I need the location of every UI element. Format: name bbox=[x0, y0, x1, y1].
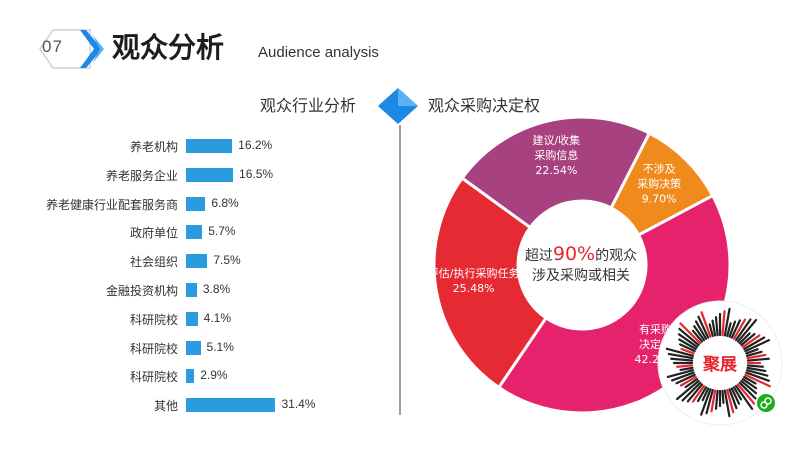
bar-value-label: 5.1% bbox=[206, 339, 234, 354]
bar bbox=[186, 167, 234, 182]
qr-logo-text: 聚展 bbox=[702, 355, 737, 375]
bar bbox=[186, 139, 233, 153]
donut-slice bbox=[609, 131, 715, 237]
bar-category-label: 科研院校 bbox=[129, 312, 178, 327]
donut-center-text: 超过90%的观众 涉及采购或相关 bbox=[518, 244, 644, 286]
bar-value-label: 6.8% bbox=[211, 195, 239, 210]
page-subtitle: Audience analysis bbox=[258, 44, 379, 61]
left-section-title: 观众行业分析 bbox=[260, 96, 357, 115]
bar-value-label: 3.8% bbox=[202, 282, 231, 296]
chapter-number: 07 bbox=[42, 37, 63, 56]
bar bbox=[186, 398, 276, 413]
center-prefix: 超过 bbox=[524, 248, 553, 264]
bar-category-label: 金融投资机构 bbox=[105, 284, 178, 298]
center-highlight: 90% bbox=[552, 243, 596, 265]
bar bbox=[186, 225, 203, 240]
bar bbox=[186, 196, 206, 211]
right-section-title: 观众采购决定权 bbox=[428, 96, 541, 115]
bar bbox=[186, 254, 208, 269]
bar-value-label: 31.4% bbox=[281, 397, 316, 412]
bar-category-label: 其他 bbox=[153, 399, 178, 414]
donut-slice-label: 评估/执行采购任务 25.48% bbox=[428, 266, 520, 295]
center-line2: 涉及采购或相关 bbox=[532, 268, 630, 284]
bar-category-label: 科研院校 bbox=[129, 341, 178, 356]
diamond-divider-icon bbox=[378, 88, 418, 124]
donut-slice-label: 建议/收集采购信息 22.54% bbox=[532, 133, 580, 177]
bar bbox=[186, 283, 197, 297]
bar-value-label: 16.5% bbox=[239, 166, 274, 181]
mini-program-qr-code[interactable]: 聚展 bbox=[656, 299, 784, 427]
bar-category-label: 社会组织 bbox=[129, 255, 178, 270]
vertical-divider bbox=[399, 125, 401, 415]
donut-slice bbox=[460, 115, 652, 230]
bar-category-label: 养老服务企业 bbox=[105, 168, 178, 183]
donut-slice-label: 不涉及采购决策 9.70% bbox=[637, 162, 681, 206]
donut-slice bbox=[432, 176, 549, 390]
bar-value-label: 5.7% bbox=[208, 224, 236, 239]
chapter-badge-icon bbox=[39, 29, 104, 69]
bar bbox=[186, 340, 201, 355]
bar-value-label: 16.2% bbox=[238, 138, 273, 152]
page-title: 观众分析 bbox=[112, 31, 225, 64]
bar-category-label: 政府单位 bbox=[129, 226, 178, 241]
bar-value-label: 2.9% bbox=[200, 368, 228, 383]
bar-value-label: 4.1% bbox=[203, 310, 232, 325]
center-suffix: 的观众 bbox=[595, 248, 638, 264]
bar-value-label: 7.5% bbox=[213, 253, 241, 268]
bar bbox=[186, 311, 198, 326]
bar bbox=[186, 369, 195, 384]
bar-category-label: 科研院校 bbox=[129, 370, 178, 385]
bar-category-label: 养老机构 bbox=[129, 140, 178, 154]
bar-category-label: 养老健康行业配套服务商 bbox=[45, 197, 178, 212]
